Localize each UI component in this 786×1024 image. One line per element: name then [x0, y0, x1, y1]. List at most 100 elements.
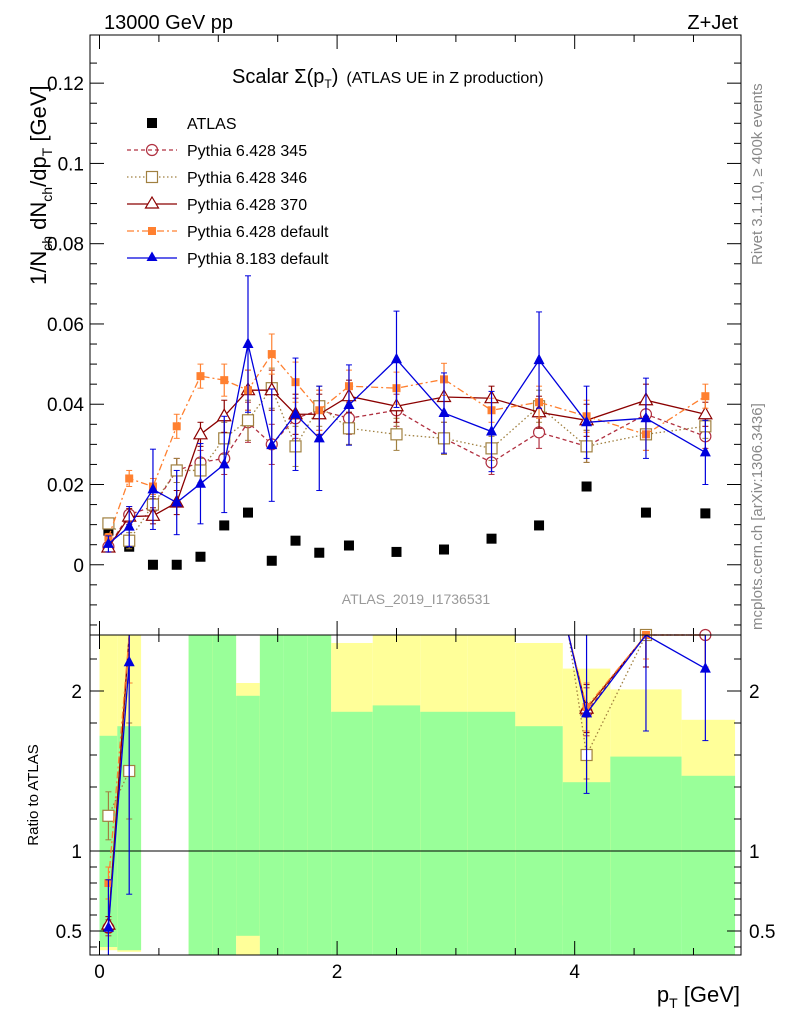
xlabel-sub: T: [669, 995, 678, 1011]
p8def-ratio-line: [107, 662, 130, 928]
ratio-band-inner: [515, 726, 563, 955]
main-panel: 00.020.040.060.080.10.12 Scalar Σ(pT) (AT…: [26, 34, 742, 636]
p6def-point: [267, 350, 276, 359]
ratio-panel: 0.5 0.5 1 1 2 2 0 2 4 Ratio to ATLAS pT [GeV]: [25, 628, 775, 1011]
atlas-data-point: [439, 544, 450, 555]
p6def-ratio-line: [567, 634, 588, 708]
atlas-data-point: [171, 559, 182, 570]
legend-label-p6def: Pythia 6.428 default: [187, 224, 329, 241]
ratio-band-inner: [420, 711, 468, 955]
ylabel-g: [GeV]: [26, 85, 51, 147]
legend-marker-p8def: [146, 251, 158, 261]
legend-marker-p345: [145, 143, 159, 157]
p8def-point: [390, 352, 402, 364]
chart-title-close: ): [332, 66, 339, 88]
atlas-data-point: [343, 540, 354, 551]
ylabel-e: /dp: [26, 156, 51, 187]
legend-label-p345: Pythia 6.428 345: [187, 143, 307, 160]
ratio-band-inner: [212, 635, 237, 955]
p8def-point: [266, 438, 278, 450]
header-left: 13000 GeV pp: [104, 12, 233, 34]
p6def-ratio-line: [107, 634, 130, 884]
atlas-data-point: [314, 547, 325, 558]
ratio-band-inner: [188, 635, 213, 955]
chart-title-scalar: Scalar Σ(p: [232, 66, 324, 88]
rivet-label: Rivet 3.1.10, ≥ 400k events: [749, 83, 766, 265]
ratio-band-inner: [331, 711, 373, 955]
p8def-point: [699, 445, 711, 457]
main-ytick-label: 0.04: [47, 395, 84, 416]
main-ytick-label: 0.1: [58, 154, 84, 175]
legend-marker-p370: [144, 195, 160, 209]
legend-label-p346: Pythia 6.428 346: [187, 170, 307, 187]
mcplots-label: mcplots.cern.ch [arXiv:1306.3436]: [749, 403, 766, 630]
ratio-ytick-label-right: 0.5: [749, 922, 775, 943]
series-p370: [100, 369, 713, 553]
atlas-data-point: [147, 559, 158, 570]
p8def-point: [147, 482, 159, 494]
p8def-ratio-point: [123, 655, 135, 667]
p6def-point: [220, 376, 229, 385]
series-data: [103, 481, 711, 570]
legend-label-p8def: Pythia 8.183 default: [187, 251, 329, 268]
ratio-xtick-label: 4: [569, 962, 580, 983]
p8def-point: [290, 407, 302, 419]
atlas-data-point: [195, 551, 206, 562]
p8def-point: [486, 425, 498, 436]
p8def-point: [581, 415, 593, 427]
p370-point: [192, 426, 209, 440]
series-p345: [102, 389, 712, 553]
ylabel-a: 1/N: [26, 251, 51, 285]
ratio-y-label: Ratio to ATLAS: [25, 744, 42, 845]
legend: ATLAS Pythia 6.428 345 Pythia 6.428 346 …: [127, 116, 329, 268]
legend-marker-p346: [145, 170, 159, 184]
p8def-point: [640, 411, 652, 423]
ratio-band-inner: [283, 635, 308, 955]
ratio-plot-frame: [89, 634, 742, 956]
series-p346: [102, 367, 712, 550]
p8def-line: [107, 343, 706, 545]
ratio-band-inner: [259, 635, 284, 955]
p8def-point: [171, 496, 183, 507]
main-ytick-label: 0.02: [47, 475, 84, 496]
p6def-point: [125, 474, 134, 483]
p346-point: [241, 414, 255, 427]
atlas-data-point: [266, 555, 277, 566]
p8def-point: [218, 457, 230, 469]
atlas-data-point: [640, 507, 651, 518]
p8def-point: [343, 398, 355, 410]
series-p8def: [102, 275, 711, 553]
atlas-data-point: [581, 481, 592, 492]
ratio-ytick-label-right: 2: [749, 682, 760, 703]
atlas-data-point: [391, 546, 402, 557]
ylabel-f: T: [39, 147, 55, 156]
chart-title: Scalar Σ(pT) (ATLAS UE in Z production): [232, 66, 544, 91]
atlas-data-point: [486, 533, 497, 544]
ratio-series-p8def: [102, 634, 711, 956]
legend-marker-p6def: [148, 227, 156, 235]
y-axis-label: 1/Nch dNch/dpT [GeV]: [26, 85, 55, 285]
p346-ratio-line: [567, 634, 588, 756]
ratio-ytick-label-left: 1: [71, 842, 82, 863]
xlabel-rest: [GeV]: [678, 982, 740, 1007]
main-axis-ticks: 0 0.02 0.04 0.06 0.08 0.1 0.12: [47, 35, 741, 635]
x-axis-label: pT [GeV]: [657, 982, 740, 1011]
atlas-data-point: [534, 520, 545, 531]
p8def-point: [313, 431, 325, 443]
p8def-point: [102, 537, 114, 548]
ratio-band-inner: [562, 782, 611, 955]
atlas-data-point: [219, 520, 230, 531]
p8def-point: [194, 477, 206, 488]
p8def-point: [242, 337, 254, 349]
p8def-ratio-line: [645, 634, 706, 670]
p6def-point: [172, 422, 181, 431]
ratio-band-inner: [99, 735, 118, 947]
p6def-line: [107, 352, 706, 538]
ratio-axis-ticks: 0.5 0.5 1 1 2 2 0 2 4: [56, 635, 775, 983]
atlas-data-point: [103, 525, 114, 536]
main-ytick-label: 0.12: [47, 74, 84, 95]
ratio-band-inner: [681, 775, 736, 955]
p370-point: [697, 406, 713, 420]
header-right: Z+Jet: [687, 12, 738, 34]
p346-ratio-point: [102, 809, 115, 822]
